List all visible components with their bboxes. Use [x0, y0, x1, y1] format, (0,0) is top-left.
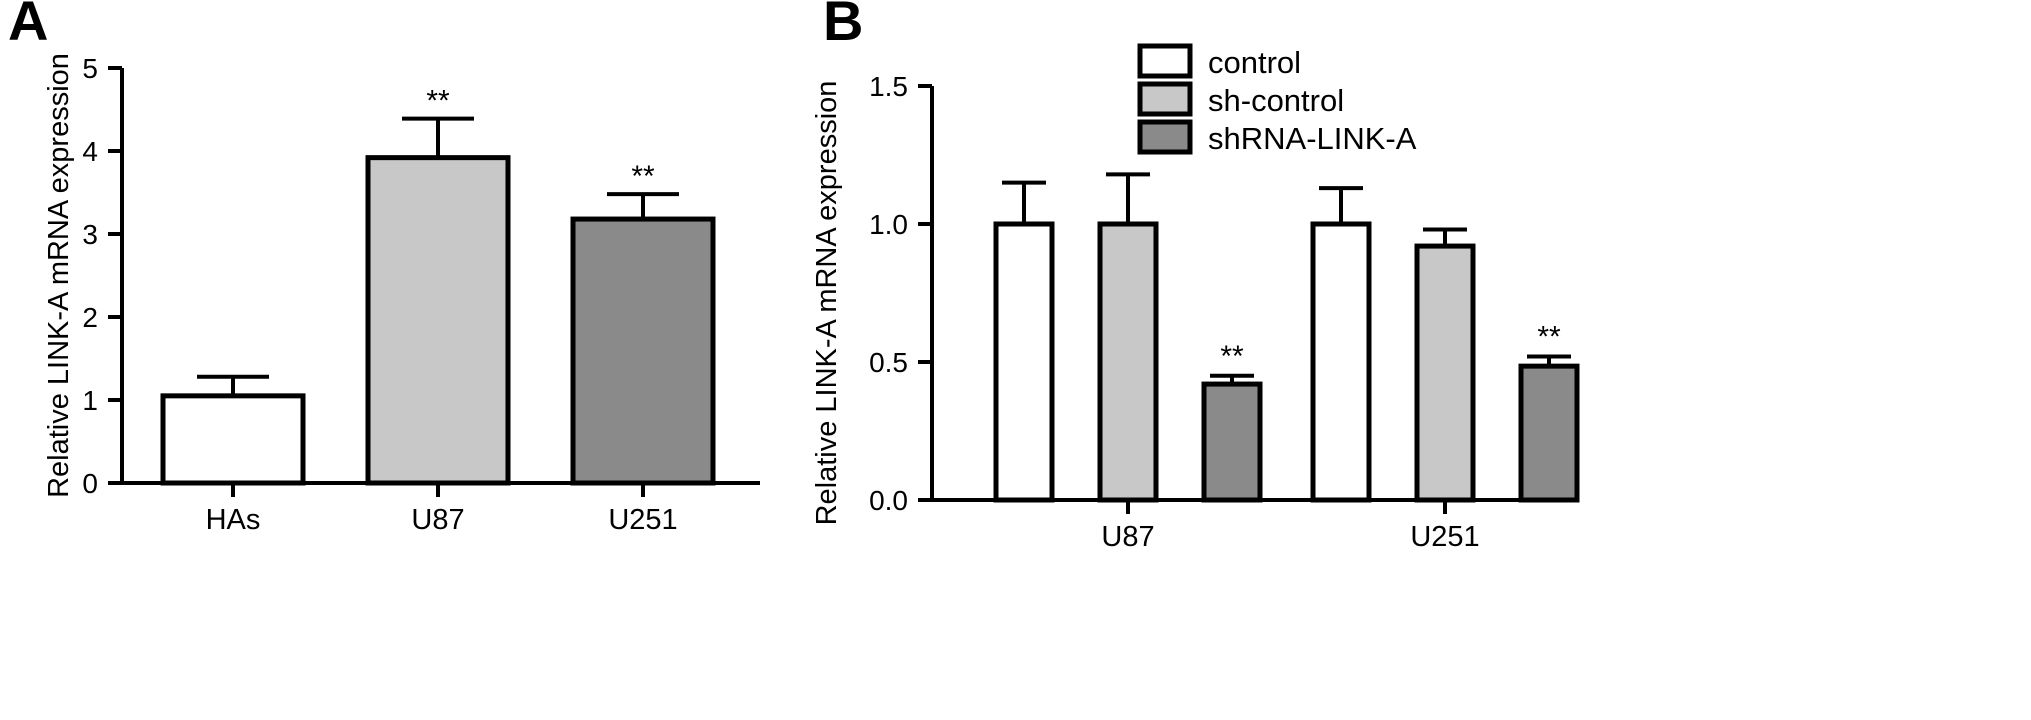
significance-label: **: [631, 160, 655, 193]
legend-swatch: [1137, 43, 1193, 79]
panel-letter-b: B: [823, 0, 863, 52]
bar: [365, 155, 511, 486]
bar: [1414, 243, 1476, 503]
y-tick-label: 2: [82, 302, 98, 333]
x-tick-label: U87: [1101, 521, 1154, 553]
significance-label: **: [426, 85, 450, 118]
bar: [1310, 221, 1372, 503]
bar: [160, 393, 306, 486]
y-tick-label: 0.5: [869, 347, 908, 378]
x-tick-label: HAs: [206, 504, 261, 536]
legend-label: shRNA-LINK-A: [1208, 121, 1417, 156]
significance-label: **: [1220, 340, 1244, 373]
x-tick-label: U251: [1410, 521, 1479, 553]
y-tick-label: 4: [82, 136, 98, 167]
bar: [1518, 363, 1580, 503]
y-tick-label: 1: [82, 385, 98, 416]
y-tick-label: 5: [82, 53, 98, 84]
y-tick-label: 1.0: [869, 209, 908, 240]
y-tick-label: 0.0: [869, 485, 908, 516]
bar: [570, 216, 716, 486]
panel-b: B 0.0 0.5 1.0 1.5 Relative LINK-A mRNA expres…: [811, 0, 1580, 553]
legend-swatch: [1137, 81, 1193, 117]
x-tick-label: U251: [608, 504, 677, 536]
bar: [1201, 381, 1263, 503]
bar: [993, 221, 1055, 503]
significance-label: **: [1537, 320, 1561, 353]
y-tick-label: 3: [82, 219, 98, 250]
legend-swatch: [1137, 119, 1193, 155]
y-axis-label: Relative LINK-A mRNA expression: [43, 53, 75, 498]
y-tick-label: 0: [82, 468, 98, 499]
panel-letter-a: A: [8, 0, 48, 52]
y-tick-label: 1.5: [869, 71, 908, 102]
y-axis-label: Relative LINK-A mRNA expression: [811, 81, 843, 526]
legend-label: control: [1208, 45, 1301, 80]
bar: [1097, 221, 1159, 503]
legend-label: sh-control: [1208, 83, 1344, 118]
x-tick-label: U87: [411, 504, 464, 536]
